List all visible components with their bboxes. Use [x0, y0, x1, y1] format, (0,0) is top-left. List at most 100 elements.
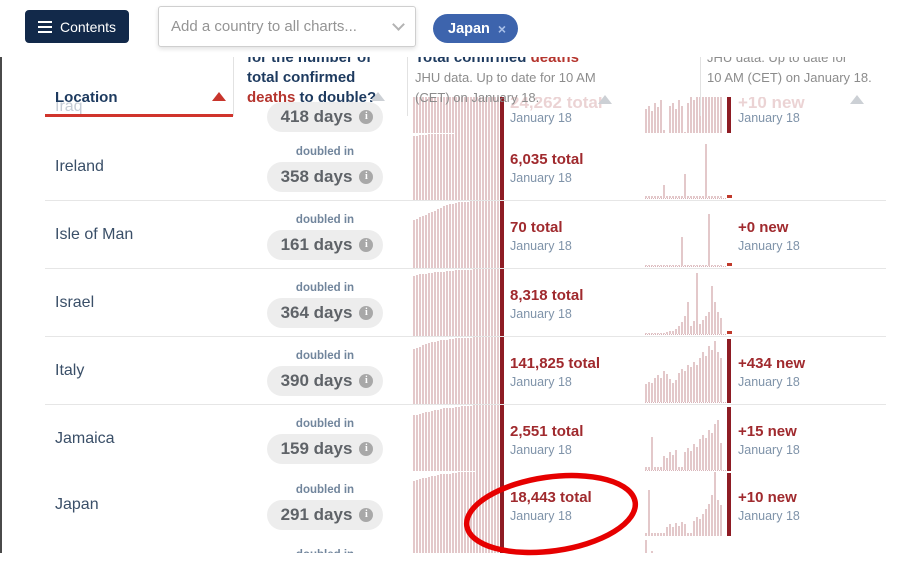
sort-icon-new-column[interactable] — [850, 95, 864, 104]
table-row[interactable]: doubled in — [0, 536, 902, 553]
table-row-clip-japan: Japan doubled in 291 days i 18,443 total Janu… — [0, 471, 902, 536]
doubling-days-pill: 161 days i — [238, 230, 412, 260]
total-deaths-date: January 18 — [510, 171, 572, 185]
total-header-sub2: (CET) on January 18. — [415, 90, 540, 105]
new-deaths-sparkline — [645, 135, 726, 199]
doubling-days-value: 364 days — [280, 303, 353, 322]
total-deaths-date: January 18 — [510, 111, 572, 125]
sort-icon-doubling-column[interactable] — [371, 92, 385, 101]
new-latest-marker — [727, 407, 731, 471]
total-latest-marker — [500, 201, 504, 269]
table-row[interactable]: Israel doubled in 364 days i 8,318 total Janu… — [0, 269, 902, 337]
new-latest-tick — [727, 195, 732, 198]
total-deaths-date: January 18 — [510, 307, 572, 321]
info-icon[interactable]: i — [359, 508, 374, 522]
chip-close-icon[interactable]: × — [497, 20, 507, 37]
doubling-days-value: 418 days — [280, 107, 353, 126]
total-latest-marker — [500, 133, 504, 201]
total-deaths-value: 18,443 total — [510, 489, 592, 506]
doubling-header-deaths: deaths — [247, 89, 296, 106]
total-deaths-sparkline — [413, 97, 500, 133]
japan-chip-label: Japan — [448, 20, 490, 37]
total-deaths-sparkline — [413, 405, 500, 471]
new-latest-tick — [727, 331, 732, 334]
total-latest-marker — [500, 269, 504, 337]
contents-button[interactable]: Contents — [25, 10, 130, 43]
header-divider-1 — [233, 57, 234, 116]
doubling-days-pill: 364 days i — [238, 298, 412, 328]
total-latest-marker — [500, 536, 504, 553]
total-deaths-sparkline — [413, 201, 500, 269]
total-deaths-date: January 18 — [510, 509, 572, 523]
total-latest-marker — [500, 97, 504, 133]
location-label[interactable]: Jamaica — [55, 430, 115, 447]
doubling-days-value: 390 days — [280, 371, 353, 390]
doubling-days-value: 159 days — [280, 439, 353, 458]
row-divider — [45, 404, 886, 405]
hamburger-icon — [38, 18, 52, 36]
doubling-header-rest: to double? — [295, 89, 377, 106]
table-row[interactable]: Jamaica doubled in 159 days i 2,551 total Jan… — [0, 405, 902, 471]
info-icon[interactable]: i — [359, 110, 374, 124]
doubling-days-value: 358 days — [280, 167, 353, 186]
location-label[interactable]: Iraq — [55, 98, 83, 115]
total-header-sub1: JHU data. Up to date for 10 AM — [415, 70, 596, 85]
info-icon[interactable]: i — [359, 170, 374, 184]
total-deaths-sparkline — [413, 133, 500, 201]
table-row[interactable]: Japan doubled in 291 days i 18,443 total Janu… — [0, 471, 902, 536]
info-icon[interactable]: i — [359, 306, 374, 320]
info-icon[interactable]: i — [359, 442, 374, 456]
location-label[interactable]: Ireland — [55, 158, 104, 175]
total-latest-marker — [500, 405, 504, 471]
country-search-box[interactable] — [158, 6, 416, 47]
table-row-clip-israel: Israel doubled in 364 days i 8,318 total Janu… — [0, 269, 902, 337]
location-column-header[interactable]: Location — [55, 89, 118, 106]
doubling-header-line2[interactable]: total confirmed — [247, 69, 356, 86]
row-divider — [45, 336, 886, 337]
doubling-days-value: 291 days — [280, 505, 353, 524]
chevron-down-icon[interactable] — [392, 17, 405, 31]
new-latest-marker — [727, 97, 731, 133]
total-deaths-value: 70 total — [510, 219, 563, 236]
new-deaths-value: +10 new — [738, 97, 805, 112]
info-icon[interactable]: i — [359, 238, 374, 252]
row-divider — [45, 200, 886, 201]
table-left-edge — [0, 55, 2, 553]
new-deaths-sparkline — [645, 271, 726, 335]
total-latest-marker — [500, 337, 504, 405]
new-deaths-value: +10 new — [738, 489, 797, 506]
table-row-clip-jersey: doubled in — [0, 536, 902, 553]
new-deaths-date: January 18 — [738, 239, 800, 253]
location-label[interactable]: Isle of Man — [55, 226, 134, 243]
new-deaths-date: January 18 — [738, 111, 800, 125]
total-deaths-sparkline — [413, 337, 500, 405]
sort-ascending-icon-location[interactable] — [212, 92, 226, 101]
location-label[interactable]: Japan — [55, 496, 99, 513]
doubling-days-pill: 418 days i — [238, 102, 412, 132]
new-deaths-header-sub2: 10 AM (CET) on January 18. — [707, 70, 872, 85]
new-deaths-sparkline — [645, 203, 726, 267]
japan-chip[interactable]: Japan × — [433, 14, 519, 43]
header-divider-3 — [700, 57, 701, 116]
doubled-in-label: doubled in — [295, 418, 355, 430]
new-deaths-sparkline — [645, 538, 726, 553]
table-row[interactable]: Italy doubled in 390 days i 141,825 total Jan… — [0, 337, 902, 405]
table-row-clip-isle-of-man: Isle of Man doubled in 161 days i 70 total Ja… — [0, 201, 902, 269]
total-deaths-value: 2,551 total — [510, 423, 584, 440]
total-deaths-sparkline — [413, 536, 500, 553]
location-label[interactable]: Italy — [55, 362, 85, 379]
new-latest-marker — [727, 339, 731, 403]
table-row[interactable]: Ireland doubled in 358 days i 6,035 total Jan… — [0, 133, 902, 201]
floating-toolbar: Contents Japan × — [0, 0, 902, 57]
total-deaths-value: 24,262 total — [510, 97, 603, 112]
doubled-in-label: doubled in — [238, 97, 412, 98]
location-label[interactable]: Israel — [55, 294, 95, 311]
info-icon[interactable]: i — [359, 374, 374, 388]
new-deaths-sparkline — [645, 339, 726, 403]
country-search-input[interactable] — [171, 18, 394, 35]
doubling-header-line3[interactable]: deaths to double? — [247, 88, 376, 108]
table-row[interactable]: Isle of Man doubled in 161 days i 70 total Ja… — [0, 201, 902, 269]
sort-icon-total-column[interactable] — [598, 95, 612, 104]
